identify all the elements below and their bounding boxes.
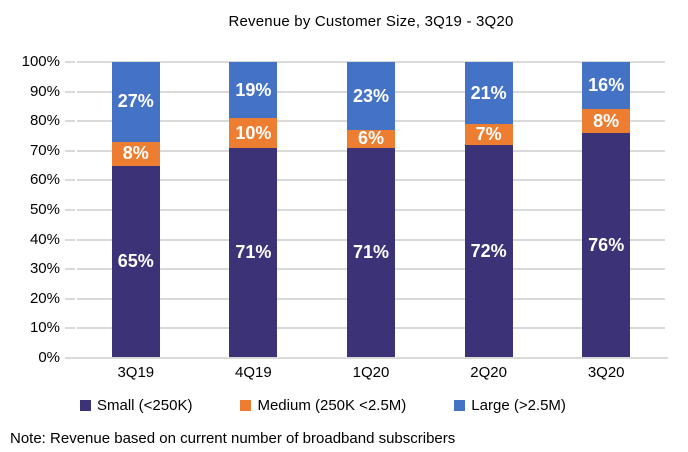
y-axis-tick — [65, 179, 75, 182]
bar-segment-label: 8% — [593, 110, 620, 131]
legend-swatch — [240, 400, 252, 411]
footnote: Note: Revenue based on current number of… — [10, 430, 456, 447]
bar-segment-small-1Q20: 71% — [347, 147, 395, 358]
bar-segment-large-2Q20: 21% — [464, 62, 513, 125]
legend-item: Medium (250K <2.5M) — [240, 397, 406, 414]
chart-title: Revenue by Customer Size, 3Q19 - 3Q20 — [228, 13, 514, 30]
bar-segment-label: 71% — [352, 242, 390, 263]
bar-segment-large-4Q19: 19% — [229, 62, 278, 119]
bar-segment-label: 65% — [117, 251, 154, 272]
bar-segment-medium-3Q20: 8% — [582, 109, 631, 134]
bar-segment-small-2Q20: 72% — [464, 144, 513, 358]
bar-segment-label: 72% — [470, 240, 507, 261]
y-axis-label: 30% — [29, 260, 60, 278]
legend-swatch — [80, 400, 91, 411]
y-axis-label: 60% — [29, 171, 60, 189]
bar-segment-small-4Q19: 71% — [229, 147, 278, 358]
bar-segment-label: 19% — [235, 79, 272, 100]
plot-area: 65% 8% 27% 71% 10% 19% 71% 6% 23% 72% 7% 21% 76% 8% 16… — [77, 61, 665, 358]
bar-segment-label: 7% — [475, 124, 502, 145]
y-axis-tick — [65, 61, 75, 63]
bar-segment-medium-2Q20: 7% — [464, 124, 513, 145]
gridline — [77, 61, 665, 63]
y-axis-tick — [65, 357, 75, 359]
bar-1Q20: 71% 6% 23% — [347, 62, 395, 358]
x-axis-label-1Q20: 1Q20 — [352, 364, 390, 381]
y-axis-tick — [65, 238, 75, 241]
y-axis-label: 100% — [21, 53, 60, 70]
y-axis-label: 90% — [29, 82, 60, 100]
bar-3Q19: 65% 8% 27% — [111, 62, 160, 358]
bar-segment-label: 16% — [588, 75, 625, 96]
x-axis-label-2Q20: 2Q20 — [470, 364, 507, 381]
y-axis-label: 70% — [29, 141, 60, 159]
bar-segment-large-3Q20: 16% — [582, 62, 631, 110]
y-axis-tick — [65, 268, 75, 271]
y-axis-tick — [65, 90, 75, 93]
bar-segment-medium-4Q19: 10% — [229, 118, 278, 148]
legend-swatch — [454, 400, 466, 411]
bar-segment-small-3Q20: 76% — [582, 133, 631, 358]
legend-label: Large (>2.5M) — [471, 397, 566, 414]
x-axis-label-3Q19: 3Q19 — [117, 364, 155, 381]
bar-segment-small-3Q19: 65% — [111, 165, 160, 358]
y-axis-tick — [65, 120, 75, 123]
bar-segment-label: 6% — [357, 128, 384, 149]
y-axis-tick — [65, 327, 75, 330]
bar-segment-label: 21% — [470, 82, 507, 103]
bar-3Q20: 76% 8% 16% — [582, 62, 631, 358]
x-axis-label-3Q20: 3Q20 — [587, 364, 625, 381]
bar-segment-medium-1Q20: 6% — [347, 128, 395, 149]
bar-2Q20: 72% 7% 21% — [464, 62, 513, 358]
legend-item: Small (<250K) — [80, 397, 192, 414]
y-axis-label: 20% — [29, 289, 60, 307]
legend-label: Medium (250K <2.5M) — [257, 397, 407, 414]
bar-segment-large-1Q20: 23% — [347, 62, 395, 131]
bar-segment-label: 23% — [352, 85, 390, 106]
y-axis-tick — [65, 149, 75, 152]
x-axis-label-4Q19: 4Q19 — [235, 364, 272, 381]
bar-segment-label: 8% — [122, 143, 149, 164]
y-axis-tick — [65, 297, 75, 300]
y-axis-label: 80% — [29, 112, 60, 130]
bar-segment-medium-3Q19: 8% — [111, 141, 160, 166]
bar-segment-label: 71% — [235, 242, 272, 263]
y-axis-tick — [65, 209, 75, 211]
y-axis-label: 50% — [29, 201, 60, 218]
bar-4Q19: 71% 10% 19% — [229, 62, 278, 358]
legend: Small (<250K) Medium (250K <2.5M) Large (>… — [80, 397, 680, 414]
y-axis-label: 40% — [29, 230, 60, 248]
y-axis-label: 0% — [38, 349, 60, 366]
x-axis-line — [68, 357, 668, 359]
bar-segment-label: 27% — [117, 91, 154, 112]
bar-segment-label: 10% — [235, 122, 272, 143]
bar-segment-large-3Q19: 27% — [111, 62, 160, 142]
legend-item: Large (>2.5M) — [454, 397, 566, 414]
legend-label: Small (<250K) — [97, 397, 193, 414]
bar-segment-label: 76% — [588, 235, 625, 256]
y-axis-label: 10% — [29, 319, 60, 337]
